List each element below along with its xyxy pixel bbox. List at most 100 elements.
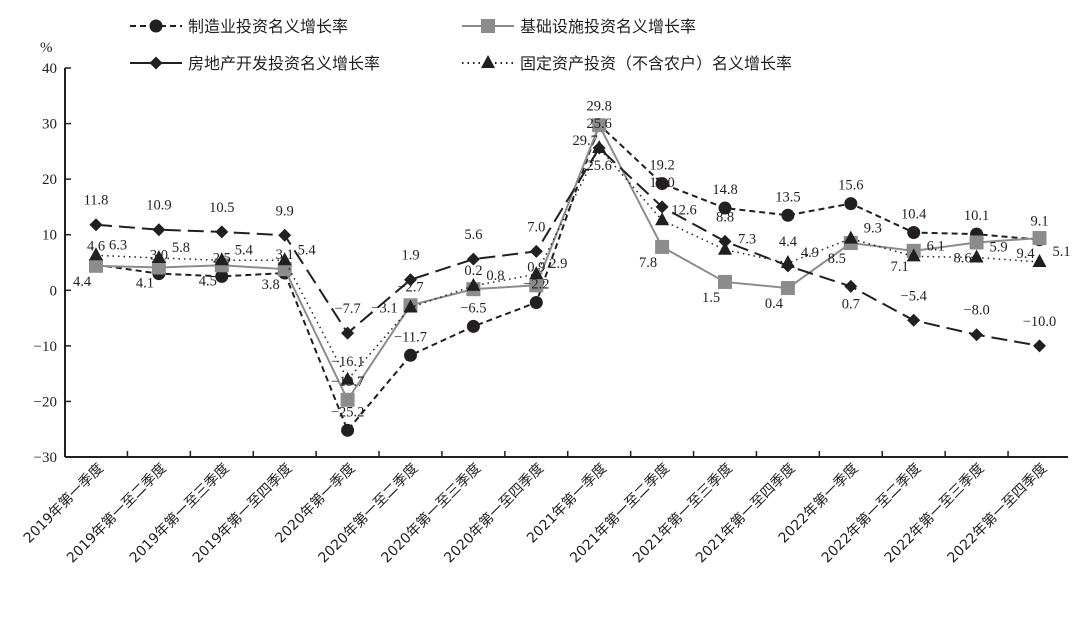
data-label: −8.0 — [963, 303, 989, 319]
square-marker — [151, 260, 166, 275]
triangle-marker — [151, 250, 166, 264]
data-label: 9.3 — [864, 221, 882, 237]
square-marker — [529, 278, 544, 293]
square-marker — [1032, 231, 1047, 246]
series-circle — [89, 118, 1046, 437]
data-label: 0.8 — [486, 268, 504, 284]
diamond-marker — [970, 328, 984, 342]
square-marker — [780, 281, 795, 296]
circle-marker — [215, 269, 229, 283]
triangle-marker — [214, 252, 229, 266]
legend-label: 基础设施投资名义增长率 — [520, 17, 696, 36]
circle-marker — [907, 225, 921, 239]
diamond-marker — [718, 234, 732, 248]
data-label: 29.7 — [573, 133, 598, 149]
diamond-marker — [215, 225, 229, 239]
diamond-marker — [278, 228, 292, 242]
data-label: 15.6 — [838, 178, 863, 194]
series-line — [95, 122, 1040, 402]
data-label: 9.9 — [276, 203, 294, 219]
data-label: −25.2 — [331, 404, 365, 420]
data-label: 0.9 — [527, 259, 545, 275]
data-label: 25.6 — [587, 116, 612, 132]
y-axis-unit: % — [40, 40, 53, 56]
data-label: 3.0 — [150, 248, 168, 264]
data-label: 19.2 — [649, 158, 674, 174]
circle-marker — [404, 348, 417, 362]
diamond-marker — [89, 218, 103, 232]
data-label: 0.4 — [765, 296, 784, 312]
legend-item: 房地产开发投资名义增长率 — [130, 54, 380, 73]
data-label: 9.4 — [1016, 246, 1035, 262]
triangle-marker — [340, 371, 355, 385]
data-label: 6.3 — [109, 237, 127, 253]
data-label: 2.5 — [213, 250, 231, 266]
data-label: 5.9 — [990, 239, 1008, 255]
data-label: 10.5 — [209, 200, 234, 216]
legend-item: 制造业投资名义增长率 — [130, 17, 348, 36]
data-label: 5.1 — [1052, 244, 1070, 260]
data-label: 10.9 — [146, 198, 171, 214]
legend-label: 房地产开发投资名义增长率 — [188, 54, 380, 73]
square-marker — [277, 262, 292, 277]
y-tick-label: 20 — [42, 172, 57, 188]
legend-label: 固定资产投资（不含农户）名义增长率 — [520, 54, 792, 73]
y-tick-label: 40 — [42, 61, 57, 77]
data-label: 8.8 — [716, 209, 734, 225]
square-marker — [592, 118, 607, 133]
triangle-marker — [529, 266, 544, 280]
series-triangle — [89, 140, 1047, 385]
y-tick-label: 0 — [50, 283, 58, 299]
triangle-marker — [906, 248, 921, 262]
data-label: 5.8 — [172, 240, 190, 256]
data-label: 4.6 — [87, 239, 105, 255]
legend-diamond-icon — [149, 56, 163, 70]
y-tick-label: −30 — [34, 450, 57, 466]
circle-marker — [529, 296, 543, 310]
data-label: 10.4 — [901, 206, 927, 222]
data-label: 8.5 — [828, 251, 846, 267]
circle-marker — [466, 319, 480, 333]
data-label: 11.8 — [84, 193, 109, 209]
data-label: 29.8 — [587, 99, 612, 115]
legend-circle-icon — [149, 19, 163, 33]
triangle-marker — [466, 277, 481, 291]
triangle-marker — [843, 230, 858, 244]
square-marker — [718, 274, 732, 289]
data-label: −3.1 — [371, 301, 397, 317]
diamond-marker — [655, 200, 669, 214]
data-label: 5.4 — [298, 242, 317, 258]
series-diamond — [89, 141, 1046, 353]
data-label: 14.8 — [712, 182, 737, 198]
square-marker — [969, 235, 984, 250]
series-line — [95, 122, 1040, 433]
data-label: −11.7 — [394, 329, 427, 345]
data-label: 3.8 — [262, 277, 280, 293]
data-label: 4.1 — [136, 276, 154, 292]
data-label: 5.4 — [235, 242, 254, 258]
data-label: 3.1 — [276, 247, 294, 263]
data-label: 7.1 — [891, 259, 909, 275]
circle-marker — [341, 423, 355, 437]
triangle-marker — [592, 140, 607, 154]
data-label: 1.5 — [702, 290, 720, 306]
data-label: 6.1 — [927, 238, 945, 254]
square-marker — [655, 239, 670, 254]
data-label: 7.0 — [527, 219, 545, 235]
data-label: 9.1 — [1030, 214, 1048, 230]
triangle-marker — [780, 255, 795, 269]
diamond-marker — [1033, 339, 1046, 353]
data-label: 8.6 — [954, 250, 972, 266]
y-tick-label: −10 — [34, 339, 57, 355]
data-label: −2.2 — [523, 277, 549, 293]
legend-square-icon — [481, 19, 495, 33]
data-label: 0.2 — [464, 263, 482, 279]
legend-item: 基础设施投资名义增长率 — [462, 17, 696, 36]
data-label: 4.5 — [199, 273, 217, 289]
triangle-marker — [969, 249, 984, 263]
series-lines — [89, 118, 1047, 437]
data-label: 7.3 — [738, 232, 756, 248]
data-label: 10.1 — [964, 208, 989, 224]
series-square — [89, 118, 1047, 407]
